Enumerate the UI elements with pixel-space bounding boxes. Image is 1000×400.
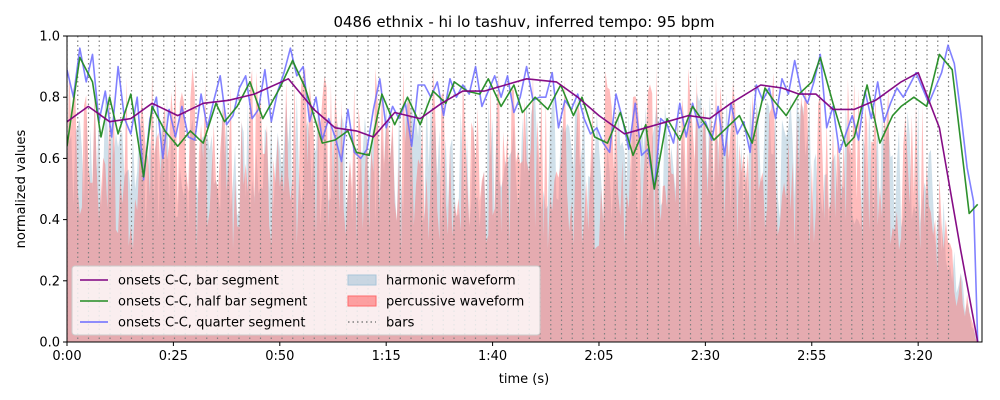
y-tick-label: 0.0 <box>39 336 60 351</box>
y-tick-label: 0.6 <box>39 152 60 167</box>
legend-swatch <box>347 274 377 286</box>
x-tick-label: 0:00 <box>52 349 81 364</box>
x-tick-label: 0:25 <box>159 349 188 364</box>
bar-segment-line <box>67 71 979 342</box>
legend-box <box>71 265 541 336</box>
quarter-segment-line <box>67 44 979 342</box>
x-tick-label: 2:55 <box>797 349 826 364</box>
y-tick-label: 0.4 <box>39 213 60 228</box>
x-tick-label: 1:15 <box>372 349 401 364</box>
y-tick-label: 0.8 <box>39 91 60 106</box>
x-tick-label: 1:40 <box>478 349 507 364</box>
x-tick-label: 3:20 <box>904 349 933 364</box>
legend-label: onsets C-C, half bar segment <box>118 295 307 310</box>
x-tick-label: 2:30 <box>691 349 720 364</box>
legend-label: onsets C-C, quarter segment <box>118 316 305 331</box>
legend: onsets C-C, bar segment onsets C-C, half … <box>71 265 541 336</box>
x-axis-label: time (s) <box>499 372 549 387</box>
chart-title: 0486 ethnix - hi lo tashuv, inferred tem… <box>333 13 714 31</box>
axes: 0:00 0:25 0:50 1:15 1:40 2:05 2:30 2:55 3:20 0.0 0… <box>39 30 983 364</box>
legend-label: onsets C-C, bar segment <box>118 274 279 289</box>
x-tick-label: 2:05 <box>584 349 613 364</box>
legend-label: percussive waveform <box>386 295 524 310</box>
plot-frame <box>66 35 983 343</box>
legend-label: bars <box>386 316 415 331</box>
x-tick-label: 0:50 <box>265 349 294 364</box>
half-bar-segment-line <box>67 53 979 215</box>
y-axis-label: normalized values <box>14 129 29 248</box>
y-tick-label: 0.2 <box>39 274 60 289</box>
legend-swatch <box>347 295 377 307</box>
legend-label: harmonic waveform <box>386 274 516 289</box>
y-tick-label: 1.0 <box>39 30 60 45</box>
